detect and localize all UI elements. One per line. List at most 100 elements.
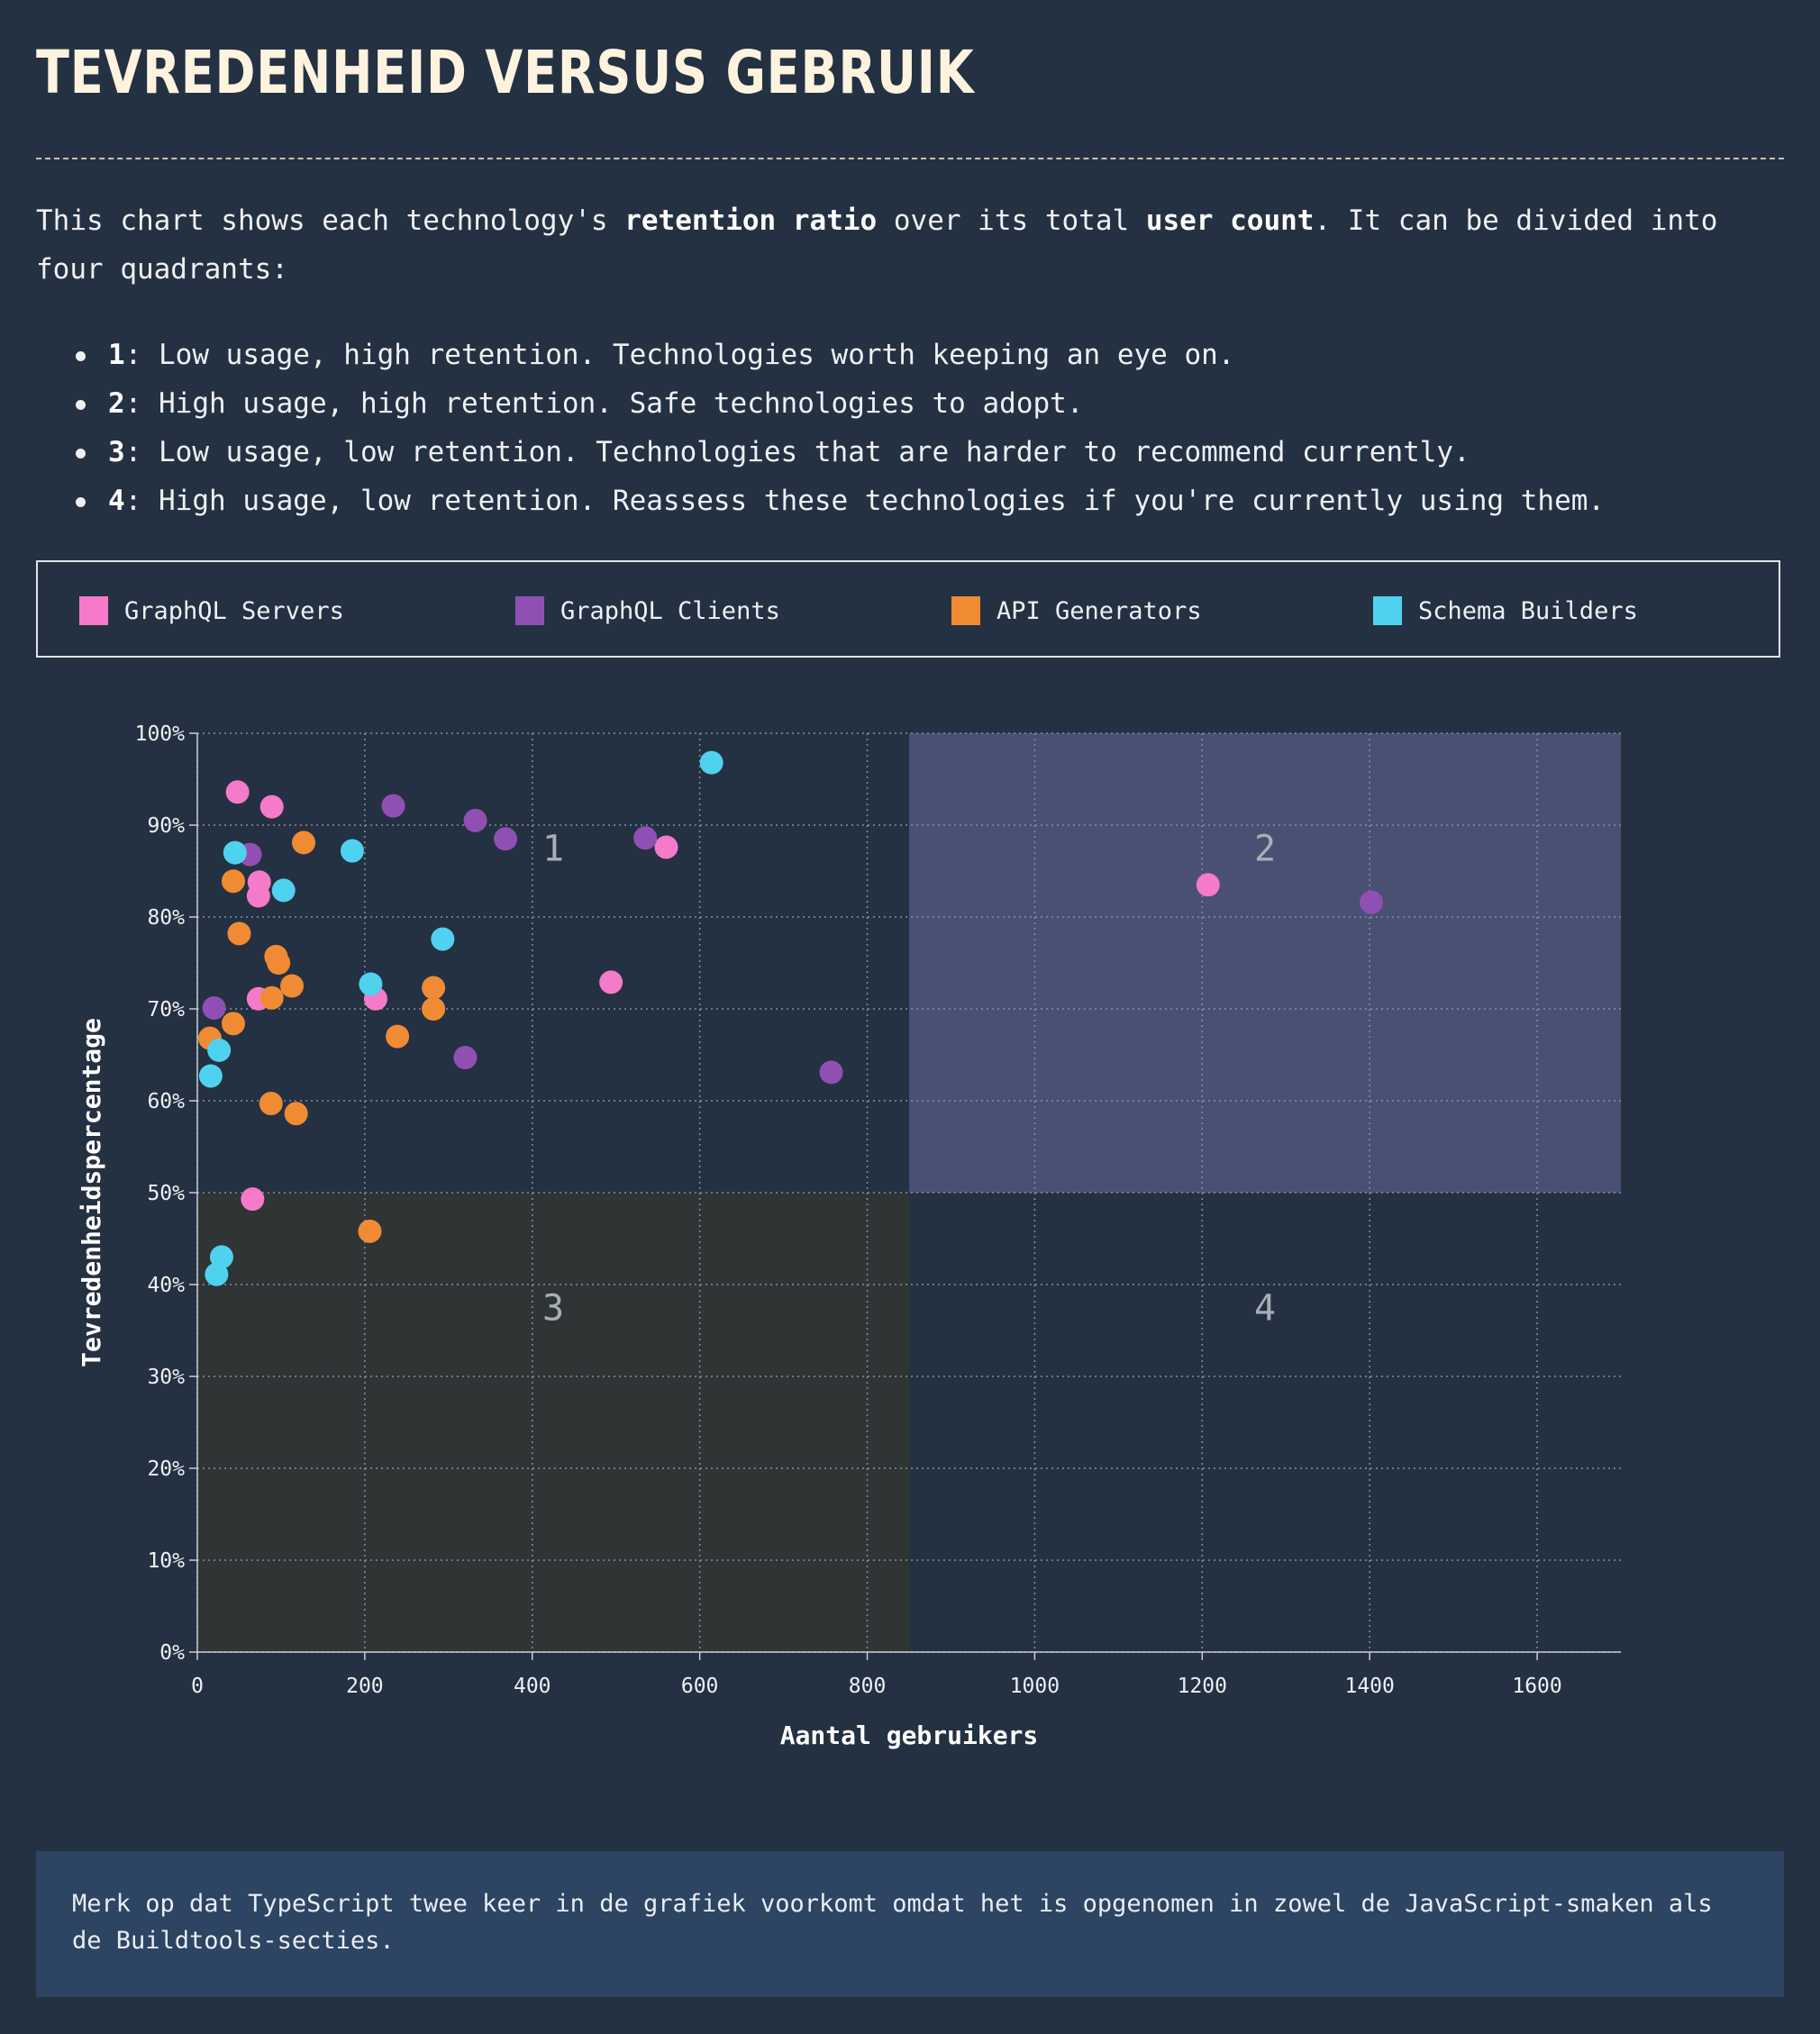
quadrant-item-3: 3: Low usage, low retention. Technologie… [72,428,1766,477]
data-point [453,1046,478,1070]
y-tick-label: 80% [147,906,185,930]
legend-label: GraphQL Clients [560,596,780,625]
data-point [633,826,658,850]
data-point [463,808,487,832]
legend-label: GraphQL Servers [124,596,344,625]
x-tick-label: 400 [514,1675,551,1698]
y-tick-label: 20% [147,1457,185,1481]
quadrant-area-3 [197,1193,909,1652]
y-tick-label: 60% [147,1090,185,1113]
data-point [221,869,245,894]
data-point [280,974,305,998]
legend-swatch [515,596,544,625]
x-tick-label: 1600 [1512,1675,1561,1698]
quadrant-number-label: 2 [1254,829,1276,870]
intro-middle: over its total [877,204,1146,237]
y-tick-label: 0% [159,1641,185,1665]
legend-label: Schema Builders [1418,596,1638,625]
data-point [381,794,405,818]
title-divider [36,158,1784,159]
quadrant-item-4: 4: High usage, low retention. Reassess t… [72,477,1766,525]
legend-item-graphql-servers[interactable]: GraphQL Servers [79,596,344,625]
chart-legend: GraphQL Servers GraphQL Clients API Gene… [36,560,1780,658]
data-point [198,1064,223,1088]
x-tick-label: 800 [849,1675,887,1698]
data-point [221,1012,245,1036]
legend-label: API Generators [996,596,1202,625]
x-axis-title: Aantal gebruikers [780,1721,1039,1750]
data-point [422,997,446,1021]
data-point [292,831,316,855]
x-tick-label: 1200 [1178,1675,1227,1698]
page-title: TEVREDENHEID VERSUS GEBRUIK [36,38,975,107]
data-point [699,750,723,775]
data-point [246,884,270,908]
quadrant-list: 1: Low usage, high retention. Technologi… [72,331,1766,525]
footnote: Merk op dat TypeScript twee keer in de g… [36,1851,1784,1997]
data-point [359,972,383,996]
quadrant-description: : High usage, low retention. Reassess th… [124,485,1606,517]
intro-bold-user-count: user count [1145,204,1315,237]
quadrant-number-label: 3 [542,1288,564,1330]
quadrant-number: 4 [108,485,125,517]
data-point [599,970,623,994]
data-point [654,835,678,859]
data-point [259,795,284,819]
data-point [205,1262,229,1286]
legend-item-graphql-clients[interactable]: GraphQL Clients [515,596,780,625]
data-point [202,995,226,1020]
data-point [259,1092,283,1116]
y-tick-label: 70% [147,998,185,1022]
data-point [259,985,284,1010]
data-point [284,1102,308,1126]
y-tick-label: 40% [147,1274,185,1297]
data-point [225,780,250,804]
quadrant-number: 2 [108,387,125,420]
data-point [227,922,251,946]
data-point [1196,873,1220,897]
y-tick-label: 10% [147,1549,185,1573]
data-point [819,1060,843,1085]
data-point [431,927,455,951]
quadrant-area-2 [909,733,1621,1193]
quadrant-number: 3 [108,436,125,468]
data-point [271,878,296,903]
quadrant-description: : Low usage, high retention. Technologie… [124,339,1235,371]
intro-bold-retention: retention ratio [624,204,878,237]
y-axis-title: Tevredenheidspercentage [77,1018,106,1367]
y-tick-label: 90% [147,814,185,838]
y-tick-label: 30% [147,1366,185,1389]
legend-item-api-generators[interactable]: API Generators [951,596,1202,625]
data-point [1360,890,1384,914]
data-point [207,1038,232,1062]
x-tick-label: 0 [191,1675,204,1698]
y-tick-label: 100% [135,722,186,746]
quadrant-description: : Low usage, low retention. Technologies… [124,436,1470,468]
data-point [267,951,291,975]
intro-before: This chart shows each technology's [36,204,625,237]
quadrant-number: 1 [108,339,125,371]
legend-swatch [79,596,108,625]
data-point [358,1219,382,1243]
quadrant-number-label: 4 [1254,1288,1276,1330]
data-point [241,1187,265,1212]
legend-swatch [951,596,980,625]
legend-swatch [1373,596,1402,625]
quadrant-item-2: 2: High usage, high retention. Safe tech… [72,379,1766,428]
quadrant-item-1: 1: Low usage, high retention. Technologi… [72,331,1766,379]
legend-item-schema-builders[interactable]: Schema Builders [1373,596,1638,625]
x-tick-label: 600 [681,1675,719,1698]
y-tick-label: 50% [147,1182,185,1205]
data-point [386,1024,410,1049]
data-point [340,839,364,863]
x-tick-label: 1400 [1344,1675,1394,1698]
scatter-chart: 0 200 400 600 800 1000 1200 1400 1600 0% 10% 20% 30%… [77,722,1621,1750]
x-tick-label: 200 [346,1675,384,1698]
quadrant-number-label: 1 [542,829,564,870]
data-point [223,840,247,865]
intro-text: This chart shows each technology's reten… [36,196,1784,294]
quadrant-description: : High usage, high retention. Safe techn… [124,387,1084,420]
intro-after: . It can be divided into four quadrants: [36,204,1718,286]
data-point [494,827,518,851]
data-point [422,976,446,1000]
